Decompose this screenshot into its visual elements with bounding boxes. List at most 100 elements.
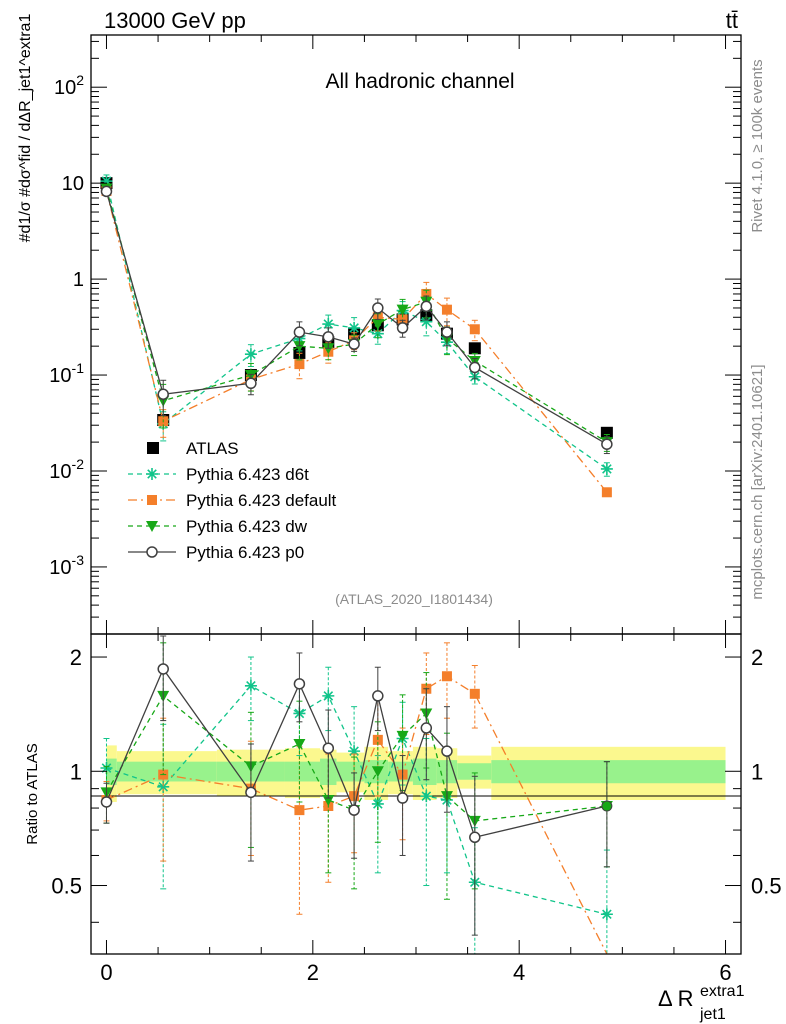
channel-label: All hadronic channel	[325, 70, 514, 93]
ratio-marker	[600, 908, 613, 921]
rivet-label: Rivet 4.1.0, ≥ 100k events	[749, 59, 766, 232]
main-marker	[421, 288, 432, 299]
process-label: tt̄	[726, 8, 738, 33]
y-tick-label: 102	[54, 72, 84, 99]
ratio-marker	[348, 745, 361, 758]
inner-band-bin	[106, 758, 117, 786]
ratio-marker	[100, 796, 113, 808]
legend-marker	[146, 521, 158, 532]
main-marker	[601, 438, 613, 450]
axis-ticks: 0 2 4 6 10-3 10-2 10-1 1 10 102 0.5 0.5 1 1 2 2	[49, 35, 782, 985]
ratio-marker	[245, 786, 257, 799]
legend: ATLAS Pythia 6.423 d6t Pythia 6.423 defaul…	[128, 439, 337, 562]
main-marker	[348, 321, 361, 334]
main-marker	[601, 487, 612, 498]
ratio-y-tick-label-right: 2	[751, 645, 763, 670]
x-axis-label-sup: extra1	[700, 983, 745, 1000]
ratio-marker	[322, 742, 335, 754]
inner-band-bin	[491, 760, 726, 784]
y-tick-label: 10	[62, 173, 84, 195]
legend-marker	[146, 468, 158, 480]
legend-label: Pythia 6.423 p0	[186, 543, 304, 562]
legend-label: Pythia 6.423 d6t	[186, 465, 309, 484]
main-marker	[245, 377, 257, 390]
main-marker	[396, 304, 409, 316]
main-marker	[600, 462, 613, 475]
main-marker	[100, 175, 113, 188]
legend-atlas-marker	[147, 442, 159, 454]
x-tick-label: 2	[307, 960, 319, 985]
ratio-marker	[322, 689, 335, 702]
main-marker	[420, 315, 433, 328]
main-marker	[348, 338, 360, 350]
x-axis-label: Δ R extra1 jet1	[658, 983, 745, 1023]
series-pythia-6-423-default	[101, 185, 612, 955]
main-series-line	[105, 191, 608, 445]
main-marker	[372, 302, 384, 314]
ratio-marker	[294, 805, 305, 816]
ratio-marker	[244, 679, 257, 692]
main-marker	[371, 327, 384, 340]
main-marker	[469, 361, 481, 374]
ratio-marker	[469, 688, 480, 699]
main-marker	[100, 185, 113, 198]
inner-band-bin	[284, 761, 321, 782]
main-series-line	[105, 180, 608, 470]
x-axis-label-sub: jet1	[699, 1006, 726, 1023]
main-marker	[293, 326, 306, 338]
inner-band-bin	[336, 761, 365, 782]
inner-band-bin	[457, 763, 492, 780]
uncertainty-bands	[106, 745, 726, 802]
main-marker	[322, 331, 335, 343]
ratio-marker	[469, 831, 481, 844]
ratio-marker	[441, 671, 452, 682]
atlas-data-point	[468, 342, 481, 355]
ratio-y-tick-label: 0.5	[51, 874, 82, 899]
ratio-marker	[293, 678, 306, 690]
ratio-series-line	[106, 684, 608, 915]
main-marker	[441, 326, 453, 338]
ratio-y-tick-label: 2	[70, 645, 82, 670]
ratio-marker	[420, 722, 433, 734]
ratio-series-line	[105, 694, 607, 822]
x-tick-label: 4	[513, 960, 525, 985]
main-series-line	[105, 188, 608, 443]
legend-label: ATLAS	[186, 439, 239, 458]
y-tick-label: 1	[73, 269, 84, 291]
series-pythia-6-423-p0	[100, 185, 613, 936]
main-marker	[420, 300, 433, 313]
legend-label: Pythia 6.423 dw	[186, 517, 308, 536]
legend-marker	[147, 495, 157, 505]
main-series-line	[105, 190, 608, 493]
ratio-y-tick-label-right: 1	[751, 759, 763, 784]
ratio-marker	[420, 790, 433, 803]
y-tick-label: 10-2	[49, 456, 84, 483]
main-y-axis-label: #d1/σ #dσ^fid / dΔR_jet1^extra1	[17, 14, 34, 243]
ratio-marker	[396, 730, 409, 742]
legend-label: Pythia 6.423 default	[186, 491, 337, 510]
y-tick-label: 10-3	[49, 552, 84, 579]
ratio-y-axis-label: Ratio to ATLAS	[24, 743, 41, 844]
main-marker	[441, 304, 452, 315]
x-axis-label-main: Δ R	[658, 986, 693, 1011]
ratio-marker	[293, 738, 306, 750]
x-tick-label: 0	[100, 960, 112, 985]
main-marker	[157, 388, 169, 401]
series-atlas	[100, 177, 613, 439]
ratio-marker	[396, 792, 409, 804]
mcplots-label: mcplots.cern.ch [arXiv:2401.10621]	[749, 364, 766, 599]
ratio-marker	[372, 690, 384, 702]
ratio-marker	[601, 800, 613, 812]
main-marker	[396, 322, 409, 334]
ratio-marker	[348, 804, 360, 816]
series-pythia-6-423-d6t	[100, 174, 613, 955]
main-marker	[293, 341, 306, 353]
ratio-marker	[441, 745, 453, 757]
analysis-id: (ATLAS_2020_I1801434)	[335, 591, 493, 607]
main-marker	[469, 324, 480, 335]
ratio-marker	[371, 766, 384, 778]
ratio-y-tick-label-right: 0.5	[751, 874, 782, 899]
main-marker	[322, 318, 335, 331]
ratio-series-line	[105, 667, 608, 839]
